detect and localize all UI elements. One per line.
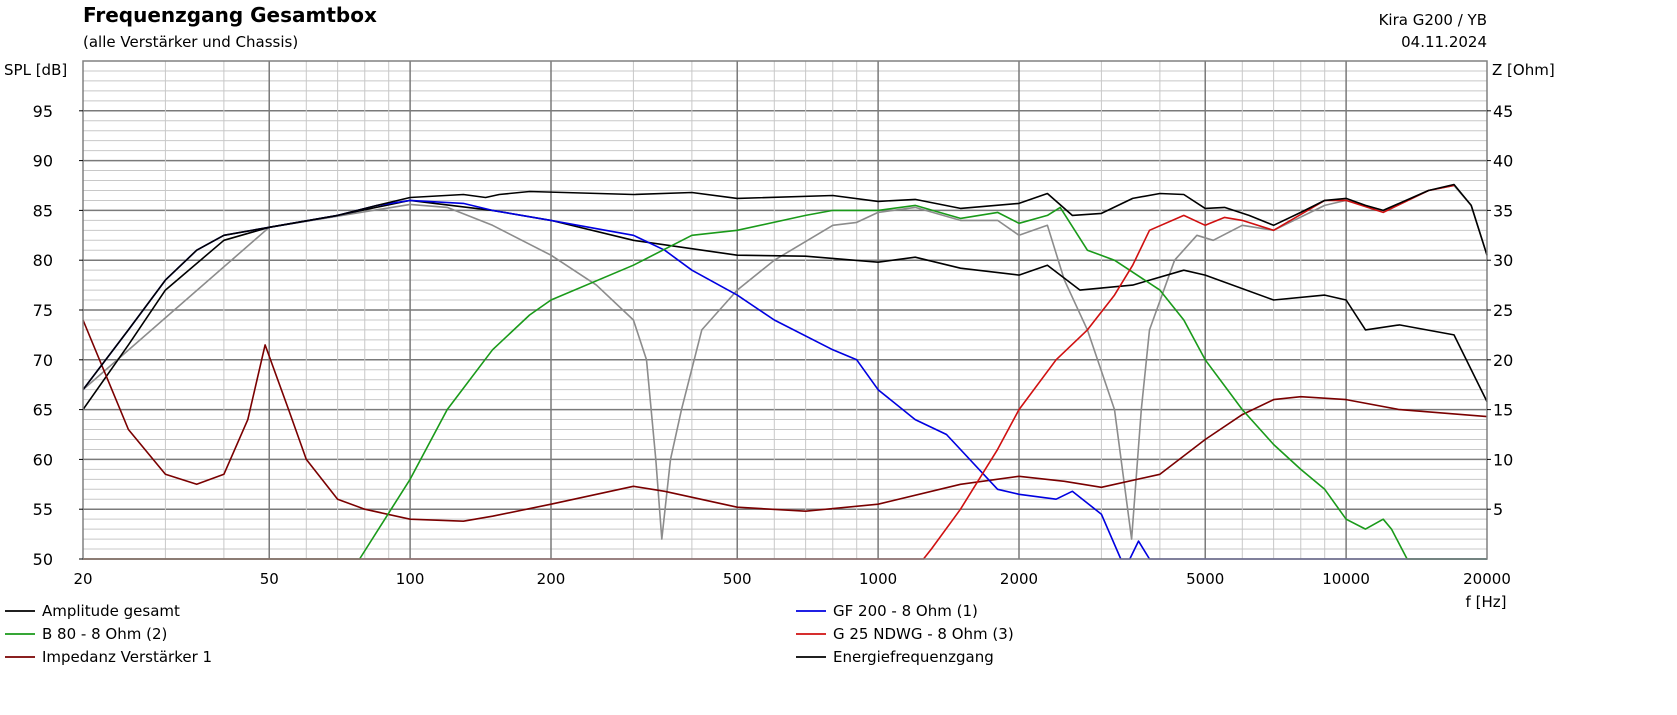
- legend-label: G 25 NDWG - 8 Ohm (3): [833, 625, 1014, 643]
- legend-label: GF 200 - 8 Ohm (1): [833, 602, 978, 620]
- y2-tick-label: 20: [1493, 351, 1513, 370]
- legend-label: Amplitude gesamt: [42, 602, 180, 620]
- x-tick-label: 2000: [1000, 570, 1038, 588]
- legend-item: G 25 NDWG - 8 Ohm (3): [796, 625, 1014, 643]
- legend-label: Impedanz Verstärker 1: [42, 648, 212, 666]
- x-tick-label: 1000: [859, 570, 897, 588]
- x-tick-label: 20000: [1463, 570, 1511, 588]
- series-b-80-8-ohm-2: [83, 204, 1487, 560]
- x-tick-label: 20: [73, 570, 92, 588]
- x-tick-label: 5000: [1186, 570, 1224, 588]
- legend-item: Energiefrequenzgang: [796, 648, 994, 666]
- legend-label: Energiefrequenzgang: [833, 648, 994, 666]
- series-g-25-ndwg-8-ohm-3: [83, 184, 1455, 560]
- y-tick-label: 85: [33, 201, 53, 220]
- y2-tick-label: 40: [1493, 152, 1513, 171]
- y-tick-label: 75: [33, 301, 53, 320]
- y2-tick-label: 10: [1493, 450, 1513, 469]
- legend-label: B 80 - 8 Ohm (2): [42, 625, 167, 643]
- chart-subtitle: (alle Verstärker und Chassis): [83, 33, 298, 51]
- y-tick-label: 80: [33, 251, 53, 270]
- x-tick-label: 50: [260, 570, 279, 588]
- x-axis-label: f [Hz]: [1466, 593, 1507, 611]
- y2-tick-label: 45: [1493, 102, 1513, 121]
- legend-item: GF 200 - 8 Ohm (1): [796, 602, 978, 620]
- series-impedanz-verst-rker-1: [82, 319, 1488, 522]
- y-tick-label: 65: [33, 401, 53, 420]
- x-tick-label: 100: [396, 570, 425, 588]
- series-energiefrequenzgang: [82, 199, 1488, 411]
- legend-item: B 80 - 8 Ohm (2): [5, 625, 167, 643]
- y2-tick-label: 15: [1493, 401, 1513, 420]
- grid: [83, 61, 1487, 559]
- chart-info-name: Kira G200 / YB: [1379, 11, 1487, 29]
- y2-tick-label: 5: [1493, 500, 1503, 519]
- legend: Amplitude gesamt GF 200 - 8 Ohm (1) B 80 -…: [5, 602, 1014, 666]
- y-tick-label: 50: [33, 550, 53, 569]
- series-gray-curve: [82, 184, 1488, 540]
- series-amplitude-gesamt: [82, 183, 1488, 391]
- y-tick-label: 95: [33, 102, 53, 121]
- y2-tick-label: 30: [1493, 251, 1513, 270]
- y-tick-label: 70: [33, 351, 53, 370]
- y2-axis-label: Z [Ohm]: [1492, 61, 1555, 79]
- y-tick-label: 90: [33, 152, 53, 171]
- legend-item: Impedanz Verstärker 1: [5, 648, 212, 666]
- legend-item: Amplitude gesamt: [5, 602, 180, 620]
- axis-ticks: 20 50 100 200 500 1000 2000 5000 10000 20000 50 55 6…: [33, 102, 1514, 588]
- y2-tick-label: 25: [1493, 301, 1513, 320]
- y-tick-label: 55: [33, 500, 53, 519]
- curves: [82, 183, 1488, 560]
- y-axis-label: SPL [dB]: [4, 61, 67, 79]
- y-tick-label: 60: [33, 450, 53, 469]
- x-tick-label: 200: [537, 570, 566, 588]
- y2-tick-label: 35: [1493, 201, 1513, 220]
- x-tick-label: 500: [723, 570, 752, 588]
- x-tick-label: 10000: [1322, 570, 1370, 588]
- chart-info-date: 04.11.2024: [1401, 33, 1487, 51]
- chart-title: Frequenzgang Gesamtbox: [83, 3, 377, 27]
